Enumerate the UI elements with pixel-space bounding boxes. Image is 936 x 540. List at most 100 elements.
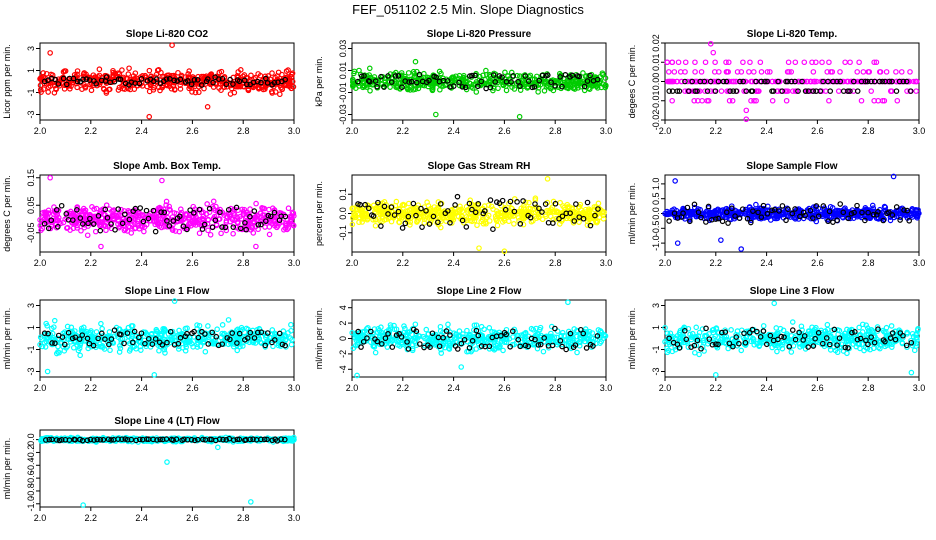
data-point [783, 97, 790, 104]
data-point [404, 84, 411, 90]
y-tick-label: 0.01 [338, 62, 348, 80]
x-tick-label: 2.0 [659, 258, 672, 268]
data-point [241, 80, 247, 86]
data-point [698, 69, 705, 75]
x-tick-label: 2.6 [498, 383, 511, 393]
data-point [728, 327, 734, 333]
data-point [436, 68, 443, 75]
data-point [195, 73, 201, 80]
highlight-point [487, 197, 494, 203]
highlight-point [374, 83, 380, 90]
y-tick-label: 2 [338, 321, 348, 326]
highlight-point [462, 84, 469, 91]
data-point [500, 347, 506, 354]
highlight-point [184, 78, 191, 84]
data-point [62, 68, 69, 74]
x-tick-label: 2.2 [710, 383, 723, 393]
x-tick-label: 2.2 [710, 126, 723, 136]
x-tick-label: 2.2 [397, 383, 410, 393]
x-tick-label: 2.2 [85, 258, 98, 268]
y-axis-label: ml/min per min. [627, 183, 637, 245]
x-tick-label: 2.8 [237, 383, 250, 393]
data-point [92, 228, 99, 235]
data-point [405, 200, 412, 207]
data-point [747, 59, 753, 66]
outlier-point [366, 65, 373, 72]
y-tick-label: -1.0 [651, 235, 661, 251]
data-point [255, 71, 261, 77]
data-point [350, 83, 356, 90]
highlight-point [594, 76, 601, 83]
chart-title: Slope Amb. Box Temp. [113, 161, 221, 172]
x-tick-label: 2.6 [186, 126, 199, 136]
y-tick-label: 0.15 [26, 169, 36, 187]
data-point [367, 87, 373, 94]
highlight-point [426, 77, 432, 84]
highlight-point [573, 201, 579, 207]
highlight-point [188, 81, 195, 88]
data-point [227, 91, 234, 97]
data-point [277, 91, 283, 98]
x-tick-label: 2.4 [135, 258, 148, 268]
highlight-point [264, 80, 271, 86]
highlight-point [433, 74, 440, 80]
y-tick-label: -3 [651, 367, 661, 375]
data-point [96, 66, 103, 73]
highlight-point [517, 83, 523, 90]
data-point [170, 82, 177, 89]
data-point [115, 70, 121, 76]
outlier-point [412, 58, 419, 65]
data-point [218, 230, 224, 237]
outlier-point [159, 177, 165, 184]
data-point [119, 67, 125, 73]
highlight-point [41, 78, 48, 85]
data-point [748, 97, 754, 104]
x-tick-label: 3.0 [913, 126, 926, 136]
data-point [218, 68, 225, 75]
data-point [186, 68, 192, 74]
outlier-point [516, 113, 523, 120]
data-point [868, 88, 875, 94]
highlight-point [496, 73, 503, 79]
outlier-point [458, 364, 465, 370]
data-point [61, 86, 68, 92]
data-point [801, 59, 808, 66]
data-point [398, 70, 405, 76]
data-point [289, 70, 296, 76]
highlight-point [358, 73, 365, 79]
highlight-point [475, 83, 481, 90]
data-point [847, 59, 853, 66]
x-tick-label: 3.0 [288, 126, 301, 136]
data-point [98, 320, 104, 327]
highlight-point [74, 78, 81, 85]
y-axis-label: percent per min. [314, 181, 324, 246]
y-tick-label: 1 [26, 68, 36, 73]
x-tick-label: 2.2 [397, 126, 410, 136]
y-tick-label: -1 [651, 345, 661, 353]
highlight-point [63, 81, 70, 88]
highlight-point [236, 78, 243, 85]
x-tick-label: 3.0 [913, 258, 926, 268]
y-axis-label: degrees C per min. [2, 175, 12, 252]
data-point [205, 323, 211, 329]
highlight-point [510, 73, 516, 79]
data-point [473, 89, 480, 95]
data-point [677, 69, 684, 75]
outlier-point [707, 40, 714, 47]
x-tick-label: 2.2 [85, 126, 98, 136]
x-tick-label: 2.0 [346, 383, 359, 393]
highlight-point [388, 79, 395, 85]
data-point [856, 59, 862, 66]
y-tick-label: 0.0 [338, 207, 348, 220]
highlight-point [499, 197, 506, 204]
highlight-point [459, 84, 466, 90]
data-point [99, 325, 105, 332]
x-tick-label: 2.6 [811, 383, 824, 393]
data-point [555, 79, 561, 86]
y-tick-label: -0.01 [651, 90, 661, 111]
chart-title: Slope Gas Stream RH [428, 161, 531, 172]
outlier-point [738, 246, 745, 252]
outlier-point [743, 116, 750, 123]
